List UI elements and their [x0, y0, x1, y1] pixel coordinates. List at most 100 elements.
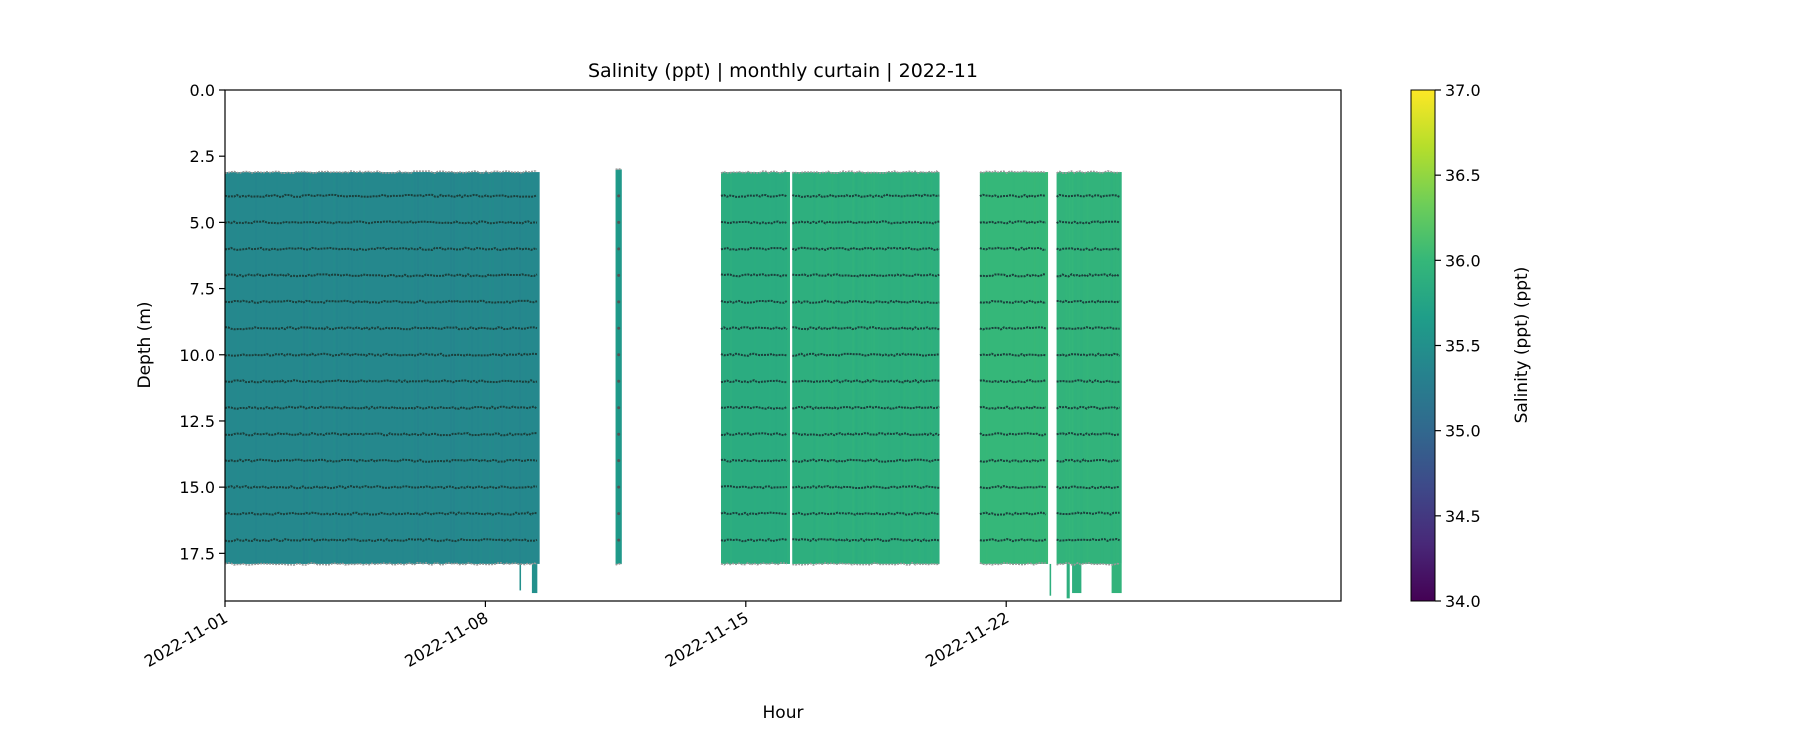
sensor-line	[979, 220, 1046, 225]
sensor-point	[617, 194, 621, 198]
colorbar-tick-label: 36.5	[1445, 166, 1481, 185]
colorbar-tick-label: 36.0	[1445, 251, 1481, 270]
segment-stripe	[1119, 172, 1122, 564]
top-sensor-line	[792, 170, 940, 175]
colorbar-label: Salinity (ppt) (ppt)	[1512, 267, 1532, 424]
sensor-line	[1056, 458, 1120, 463]
x-tick-label: 2022-11-15	[662, 608, 752, 671]
segment-stripe	[237, 172, 239, 564]
segment-stripe	[924, 172, 927, 564]
sensor-point	[617, 273, 621, 277]
segment-stripe	[321, 172, 323, 564]
segment-stripe	[888, 172, 891, 564]
sensor-line	[792, 299, 940, 304]
bottom-sensor-line	[1056, 562, 1120, 566]
segment-stripe	[492, 172, 494, 564]
sensor-line	[792, 379, 940, 384]
segment-stripe	[357, 172, 359, 564]
sensor-line	[979, 273, 1046, 278]
sensor-line	[225, 537, 538, 543]
top-sensor-line	[979, 170, 1047, 175]
sensor-line	[1056, 193, 1120, 198]
y-tick-label: 7.5	[190, 280, 215, 299]
data-segment	[979, 170, 1049, 566]
segment-stripe	[414, 172, 416, 564]
sensor-line	[792, 352, 940, 357]
top-sensor-line	[615, 167, 622, 171]
sensor-line	[1056, 299, 1121, 304]
data-segment	[791, 170, 940, 566]
segment-stripe	[1074, 172, 1077, 564]
sensor-point	[617, 406, 621, 410]
sensor-point	[617, 353, 621, 357]
data-segment	[1056, 170, 1122, 566]
x-tick-label: 2022-11-01	[141, 608, 231, 671]
segment-stripe	[864, 172, 867, 564]
segment-stripe	[333, 172, 335, 564]
x-tick-label: 2022-11-08	[401, 608, 491, 671]
sensor-point	[617, 326, 621, 330]
axes-frame	[224, 89, 1342, 602]
sensor-line	[979, 299, 1046, 305]
sensor-line	[979, 352, 1046, 357]
sensor-line	[720, 485, 788, 490]
deep-extension	[1072, 563, 1082, 594]
y-tick-label: 10.0	[179, 346, 215, 365]
segment-stripe	[303, 172, 305, 564]
segment-stripe	[1101, 172, 1104, 564]
sensor-line	[792, 432, 940, 437]
plot-area	[225, 167, 1122, 599]
sensor-line	[720, 352, 788, 357]
segment-stripe	[1071, 172, 1074, 564]
sensor-line	[979, 485, 1046, 490]
sensor-line	[225, 193, 538, 199]
top-sensor-line	[1056, 170, 1120, 174]
bottom-sensor-line	[792, 561, 940, 566]
sensor-line	[792, 485, 940, 490]
segment-stripe	[519, 172, 521, 564]
sensor-point	[617, 247, 621, 251]
top-sensor-line	[720, 170, 788, 174]
segment-stripe	[411, 172, 413, 564]
colorbar-axis: 34.0 34.5 35.0 35.5 36.0 36.5 37.0	[1435, 81, 1481, 611]
sensor-line	[720, 326, 788, 331]
segment-stripe	[396, 172, 398, 564]
segment-stripe	[1024, 172, 1027, 564]
segment-stripe	[255, 172, 257, 564]
segment-fill	[615, 169, 622, 564]
colorbar-tick-label: 37.0	[1445, 81, 1481, 100]
segment-stripe	[417, 172, 419, 564]
sensor-line	[720, 299, 788, 304]
segment-stripe	[501, 172, 503, 564]
segment-stripe	[1065, 172, 1068, 564]
sensor-line	[1056, 537, 1120, 543]
sensor-line	[979, 538, 1047, 543]
segment-stripe	[423, 172, 425, 564]
sensor-line	[792, 273, 940, 278]
colorbar-tick-label: 34.5	[1445, 507, 1481, 526]
y-tick-label: 0.0	[190, 81, 215, 100]
sensor-line	[792, 511, 940, 516]
sensor-line	[979, 511, 1047, 516]
segment-stripe	[309, 172, 311, 564]
segment-stripe	[615, 169, 618, 564]
segment-stripe	[531, 172, 533, 564]
sensor-line	[979, 246, 1046, 252]
segment-stripe	[813, 172, 816, 564]
y-tick-label: 12.5	[179, 412, 215, 431]
sensor-line	[792, 326, 940, 331]
deep-extension	[531, 563, 538, 594]
sensor-point	[617, 538, 621, 542]
segment-stripe	[339, 172, 341, 564]
segment-stripe	[480, 172, 482, 564]
sensor-line	[720, 220, 788, 225]
sensor-line	[1056, 379, 1120, 384]
segment-stripe	[900, 172, 903, 564]
x-tick-label: 2022-11-22	[922, 608, 1012, 671]
sensor-line	[720, 193, 788, 198]
segment-stripe	[754, 172, 756, 564]
segment-stripe	[816, 172, 819, 564]
sensor-line	[225, 299, 538, 304]
bottom-sensor-line	[615, 562, 622, 566]
sensor-line	[225, 246, 538, 252]
